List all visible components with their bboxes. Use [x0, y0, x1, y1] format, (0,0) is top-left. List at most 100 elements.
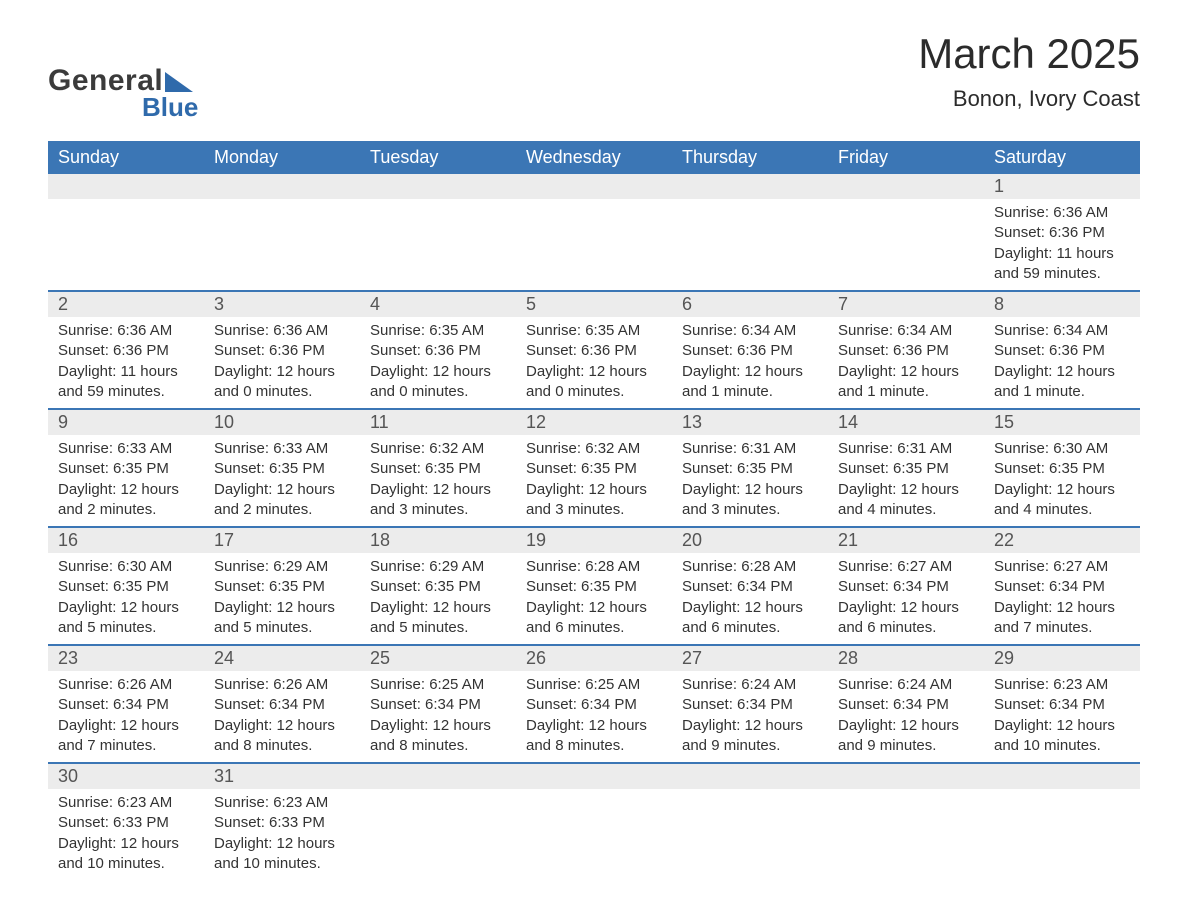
day-body — [360, 789, 516, 859]
sunrise-text: Sunrise: 6:23 AM — [58, 793, 194, 813]
daylight-text: Daylight: 12 hours and 0 minutes. — [526, 362, 662, 403]
day-number: 19 — [516, 528, 672, 553]
day-number — [360, 174, 516, 199]
day-number — [48, 174, 204, 199]
sunrise-text: Sunrise: 6:24 AM — [838, 675, 974, 695]
day-number: 31 — [204, 764, 360, 789]
day-body — [48, 199, 204, 269]
daylight-text: Daylight: 12 hours and 1 minute. — [682, 362, 818, 403]
day-body: Sunrise: 6:27 AMSunset: 6:34 PMDaylight:… — [828, 553, 984, 644]
calendar-cell: 19Sunrise: 6:28 AMSunset: 6:35 PMDayligh… — [516, 527, 672, 645]
daylight-text: Daylight: 12 hours and 1 minute. — [838, 362, 974, 403]
day-number: 23 — [48, 646, 204, 671]
day-number: 27 — [672, 646, 828, 671]
month-title: March 2025 — [918, 30, 1140, 78]
day-body — [672, 789, 828, 859]
day-body — [516, 789, 672, 859]
day-body: Sunrise: 6:29 AMSunset: 6:35 PMDaylight:… — [204, 553, 360, 644]
day-number: 26 — [516, 646, 672, 671]
day-body: Sunrise: 6:28 AMSunset: 6:35 PMDaylight:… — [516, 553, 672, 644]
sunset-text: Sunset: 6:35 PM — [370, 459, 506, 479]
day-number: 6 — [672, 292, 828, 317]
sunrise-text: Sunrise: 6:27 AM — [838, 557, 974, 577]
day-body: Sunrise: 6:36 AMSunset: 6:36 PMDaylight:… — [204, 317, 360, 408]
day-body: Sunrise: 6:35 AMSunset: 6:36 PMDaylight:… — [360, 317, 516, 408]
calendar-cell — [828, 763, 984, 880]
day-number: 3 — [204, 292, 360, 317]
day-body: Sunrise: 6:23 AMSunset: 6:33 PMDaylight:… — [48, 789, 204, 880]
sunset-text: Sunset: 6:33 PM — [214, 813, 350, 833]
day-number: 21 — [828, 528, 984, 553]
logo: General Blue — [48, 64, 198, 123]
sunrise-text: Sunrise: 6:25 AM — [526, 675, 662, 695]
day-number: 16 — [48, 528, 204, 553]
calendar-cell: 1Sunrise: 6:36 AMSunset: 6:36 PMDaylight… — [984, 174, 1140, 291]
daylight-text: Daylight: 12 hours and 10 minutes. — [994, 716, 1130, 757]
calendar-cell — [828, 174, 984, 291]
calendar-cell: 2Sunrise: 6:36 AMSunset: 6:36 PMDaylight… — [48, 291, 204, 409]
sunrise-text: Sunrise: 6:26 AM — [58, 675, 194, 695]
day-body: Sunrise: 6:27 AMSunset: 6:34 PMDaylight:… — [984, 553, 1140, 644]
day-body: Sunrise: 6:31 AMSunset: 6:35 PMDaylight:… — [828, 435, 984, 526]
daylight-text: Daylight: 12 hours and 3 minutes. — [526, 480, 662, 521]
day-body — [672, 199, 828, 269]
sunrise-text: Sunrise: 6:24 AM — [682, 675, 818, 695]
day-body: Sunrise: 6:34 AMSunset: 6:36 PMDaylight:… — [672, 317, 828, 408]
calendar-cell: 25Sunrise: 6:25 AMSunset: 6:34 PMDayligh… — [360, 645, 516, 763]
calendar-cell: 26Sunrise: 6:25 AMSunset: 6:34 PMDayligh… — [516, 645, 672, 763]
sunrise-text: Sunrise: 6:32 AM — [370, 439, 506, 459]
calendar-cell: 28Sunrise: 6:24 AMSunset: 6:34 PMDayligh… — [828, 645, 984, 763]
calendar-table: SundayMondayTuesdayWednesdayThursdayFrid… — [48, 141, 1140, 880]
day-header: Sunday — [48, 141, 204, 174]
sunrise-text: Sunrise: 6:30 AM — [58, 557, 194, 577]
sunset-text: Sunset: 6:36 PM — [58, 341, 194, 361]
day-body: Sunrise: 6:33 AMSunset: 6:35 PMDaylight:… — [204, 435, 360, 526]
sunrise-text: Sunrise: 6:33 AM — [214, 439, 350, 459]
day-number — [516, 764, 672, 789]
title-block: March 2025 Bonon, Ivory Coast — [918, 30, 1140, 112]
day-number: 5 — [516, 292, 672, 317]
daylight-text: Daylight: 12 hours and 10 minutes. — [214, 834, 350, 875]
day-body: Sunrise: 6:29 AMSunset: 6:35 PMDaylight:… — [360, 553, 516, 644]
calendar-cell: 30Sunrise: 6:23 AMSunset: 6:33 PMDayligh… — [48, 763, 204, 880]
day-body: Sunrise: 6:36 AMSunset: 6:36 PMDaylight:… — [984, 199, 1140, 290]
day-number — [360, 764, 516, 789]
calendar-cell: 20Sunrise: 6:28 AMSunset: 6:34 PMDayligh… — [672, 527, 828, 645]
calendar-cell: 24Sunrise: 6:26 AMSunset: 6:34 PMDayligh… — [204, 645, 360, 763]
sunrise-text: Sunrise: 6:35 AM — [526, 321, 662, 341]
daylight-text: Daylight: 12 hours and 7 minutes. — [994, 598, 1130, 639]
sunset-text: Sunset: 6:34 PM — [682, 695, 818, 715]
day-number: 1 — [984, 174, 1140, 199]
calendar-cell: 16Sunrise: 6:30 AMSunset: 6:35 PMDayligh… — [48, 527, 204, 645]
day-body — [204, 199, 360, 269]
sunset-text: Sunset: 6:35 PM — [214, 577, 350, 597]
daylight-text: Daylight: 12 hours and 2 minutes. — [58, 480, 194, 521]
sunset-text: Sunset: 6:34 PM — [214, 695, 350, 715]
calendar-cell: 14Sunrise: 6:31 AMSunset: 6:35 PMDayligh… — [828, 409, 984, 527]
sunset-text: Sunset: 6:36 PM — [214, 341, 350, 361]
calendar-cell: 7Sunrise: 6:34 AMSunset: 6:36 PMDaylight… — [828, 291, 984, 409]
day-number: 2 — [48, 292, 204, 317]
sunset-text: Sunset: 6:33 PM — [58, 813, 194, 833]
day-number — [672, 764, 828, 789]
sunset-text: Sunset: 6:35 PM — [370, 577, 506, 597]
calendar-cell — [360, 763, 516, 880]
sunset-text: Sunset: 6:36 PM — [994, 341, 1130, 361]
day-number: 25 — [360, 646, 516, 671]
sunset-text: Sunset: 6:34 PM — [370, 695, 506, 715]
daylight-text: Daylight: 12 hours and 1 minute. — [994, 362, 1130, 403]
day-number: 17 — [204, 528, 360, 553]
calendar-cell: 9Sunrise: 6:33 AMSunset: 6:35 PMDaylight… — [48, 409, 204, 527]
sunrise-text: Sunrise: 6:30 AM — [994, 439, 1130, 459]
day-body: Sunrise: 6:31 AMSunset: 6:35 PMDaylight:… — [672, 435, 828, 526]
day-number: 22 — [984, 528, 1140, 553]
daylight-text: Daylight: 12 hours and 6 minutes. — [526, 598, 662, 639]
day-body: Sunrise: 6:25 AMSunset: 6:34 PMDaylight:… — [360, 671, 516, 762]
calendar-cell: 4Sunrise: 6:35 AMSunset: 6:36 PMDaylight… — [360, 291, 516, 409]
day-number: 11 — [360, 410, 516, 435]
daylight-text: Daylight: 12 hours and 9 minutes. — [838, 716, 974, 757]
day-number: 28 — [828, 646, 984, 671]
calendar-week: 16 Sunrise: 6:30 AM Sunset: 6:35 PM Dayligh… — [48, 527, 1140, 645]
calendar-cell — [984, 763, 1140, 880]
calendar-cell: 17Sunrise: 6:29 AMSunset: 6:35 PMDayligh… — [204, 527, 360, 645]
